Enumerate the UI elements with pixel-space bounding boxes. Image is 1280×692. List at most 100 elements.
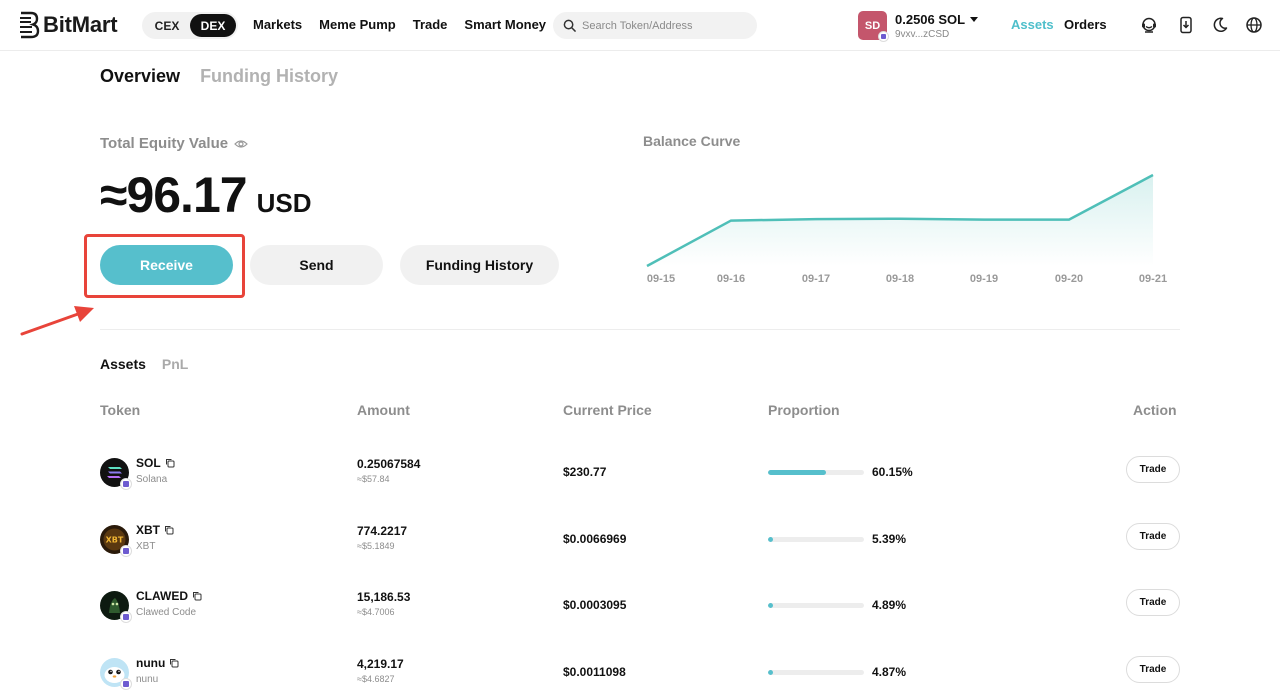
table-row: nunu nunu 4,219.17 ≈$4.6827 $0.0011098 4… xyxy=(100,650,1180,692)
proportion-bar xyxy=(768,537,864,542)
token-amount-usd: ≈$5.1849 xyxy=(357,541,395,551)
table-row: CLAWED Clawed Code 15,186.53 ≈$4.7006 $0… xyxy=(100,583,1180,643)
nav-meme-pump[interactable]: Meme Pump xyxy=(319,17,396,32)
total-equity-label: Total Equity Value xyxy=(100,135,248,152)
bitmart-logo[interactable]: BitMart xyxy=(18,11,118,39)
token-price: $230.77 xyxy=(563,465,607,479)
balance-curve-title: Balance Curve xyxy=(643,133,741,149)
balance-curve-chart: 09-15 09-16 09-17 09-18 09-19 09-20 09-21 xyxy=(646,173,1167,285)
curve-date-label: 09-16 xyxy=(717,273,745,285)
equity-amount: ≈96.17 xyxy=(100,167,248,223)
total-equity-label-text: Total Equity Value xyxy=(100,135,229,152)
chain-badge-icon xyxy=(120,478,132,490)
token-amount: 4,219.17 xyxy=(357,657,404,671)
chain-badge-icon xyxy=(120,545,132,557)
top-nav-orders[interactable]: Orders xyxy=(1064,17,1107,32)
nav-trade[interactable]: Trade xyxy=(412,17,448,32)
token-symbol: XBT xyxy=(136,523,174,537)
token-amount: 0.25067584 xyxy=(357,457,421,471)
funding-history-button[interactable]: Funding History xyxy=(400,245,559,285)
assets-sub-tabs: Assets PnL xyxy=(100,356,188,372)
wallet-address: 9vxv...zCSD xyxy=(895,28,950,40)
eye-icon[interactable] xyxy=(234,137,248,151)
copy-icon[interactable] xyxy=(169,658,179,668)
curve-date-label: 09-19 xyxy=(970,273,998,285)
cex-dex-toggle: CEX DEX xyxy=(142,12,238,39)
nunu-token-icon xyxy=(100,658,132,690)
top-navigation-bar: BitMart CEX DEX Markets Meme Pump Trade … xyxy=(0,0,1280,51)
copy-icon[interactable] xyxy=(165,458,175,468)
proportion-bar xyxy=(768,670,864,675)
wallet-avatar: SD xyxy=(858,11,889,42)
total-equity-value: ≈96.17 USD xyxy=(100,166,311,224)
trade-button[interactable]: Trade xyxy=(1126,523,1180,550)
token-price: $0.0066969 xyxy=(563,532,627,546)
solana-token-icon xyxy=(100,458,132,490)
proportion-bar-fill xyxy=(768,670,773,675)
token-name: XBT xyxy=(136,541,156,552)
curve-date-label: 09-20 xyxy=(1055,273,1083,285)
proportion-bar-fill xyxy=(768,603,773,608)
balance-curve-line xyxy=(646,173,1154,268)
main-nav: Markets Meme Pump Trade Smart Money xyxy=(253,17,563,32)
language-icon[interactable] xyxy=(1245,16,1263,34)
mode-dex-option[interactable]: DEX xyxy=(190,14,236,37)
nav-markets[interactable]: Markets xyxy=(253,17,303,32)
proportion-bar-fill xyxy=(768,537,774,542)
chain-badge-icon xyxy=(120,678,132,690)
page-tabs: Overview Funding History xyxy=(100,66,338,87)
token-amount: 774.2217 xyxy=(357,524,408,538)
brand-name: BitMart xyxy=(43,12,118,37)
chain-badge-icon xyxy=(120,611,132,623)
token-name: nunu xyxy=(136,674,159,685)
column-header-amount: Amount xyxy=(357,402,410,418)
search-box[interactable] xyxy=(553,12,757,39)
token-amount: 15,186.53 xyxy=(357,590,411,604)
wallet-selector[interactable]: SD 0.2506 SOL 9vxv...zCSD xyxy=(858,11,979,42)
solana-chain-icon xyxy=(878,31,889,42)
equity-unit: USD xyxy=(256,188,312,218)
download-app-icon[interactable] xyxy=(1177,16,1195,34)
search-icon xyxy=(563,19,576,32)
token-symbol-text: nunu xyxy=(136,656,166,670)
proportion-value: 4.89% xyxy=(872,598,907,612)
wallet-balance-value: 0.2506 SOL xyxy=(895,11,966,27)
top-nav-assets[interactable]: Assets xyxy=(1011,17,1054,32)
chevron-down-icon xyxy=(970,16,979,22)
tab-pnl[interactable]: PnL xyxy=(161,356,189,372)
svg-text:XBT: XBT xyxy=(106,536,124,545)
table-row: SOL Solana 0.25067584 ≈$57.84 $230.77 60… xyxy=(100,450,1180,510)
trade-button[interactable]: Trade xyxy=(1126,456,1180,483)
mode-cex-option[interactable]: CEX xyxy=(154,18,180,33)
token-name: Solana xyxy=(136,474,168,485)
section-divider xyxy=(100,329,1180,330)
xbt-token-icon: XBT xyxy=(100,525,132,557)
curve-date-label: 09-18 xyxy=(886,273,914,285)
token-symbol: nunu xyxy=(136,656,179,670)
search-input[interactable] xyxy=(582,19,752,32)
proportion-bar xyxy=(768,603,864,608)
wallet-balance: 0.2506 SOL xyxy=(895,11,979,27)
copy-icon[interactable] xyxy=(192,591,202,601)
token-symbol-text: XBT xyxy=(136,523,160,537)
tab-overview[interactable]: Overview xyxy=(100,66,181,86)
copy-icon[interactable] xyxy=(164,525,174,535)
token-symbol: SOL xyxy=(136,456,175,470)
nav-smart-money[interactable]: Smart Money xyxy=(464,17,547,32)
send-button[interactable]: Send xyxy=(250,245,383,285)
balance-curve-area xyxy=(647,175,1153,266)
token-price: $0.0011098 xyxy=(563,665,626,679)
token-symbol-text: CLAWED xyxy=(136,589,188,603)
curve-date-label: 09-15 xyxy=(647,273,675,285)
token-symbol: CLAWED xyxy=(136,589,202,603)
support-icon[interactable] xyxy=(1140,16,1158,34)
dark-mode-icon[interactable] xyxy=(1211,16,1229,34)
column-header-price: Current Price xyxy=(563,402,652,418)
tab-assets[interactable]: Assets xyxy=(100,356,146,372)
tab-funding-history[interactable]: Funding History xyxy=(200,66,339,86)
receive-button[interactable]: Receive xyxy=(100,245,233,285)
table-row: XBT XBT XBT 774.2217 ≈$5.1849 $0.0066969… xyxy=(100,517,1180,577)
trade-button[interactable]: Trade xyxy=(1126,656,1180,683)
curve-date-label: 09-21 xyxy=(1139,273,1167,285)
trade-button[interactable]: Trade xyxy=(1126,589,1180,616)
